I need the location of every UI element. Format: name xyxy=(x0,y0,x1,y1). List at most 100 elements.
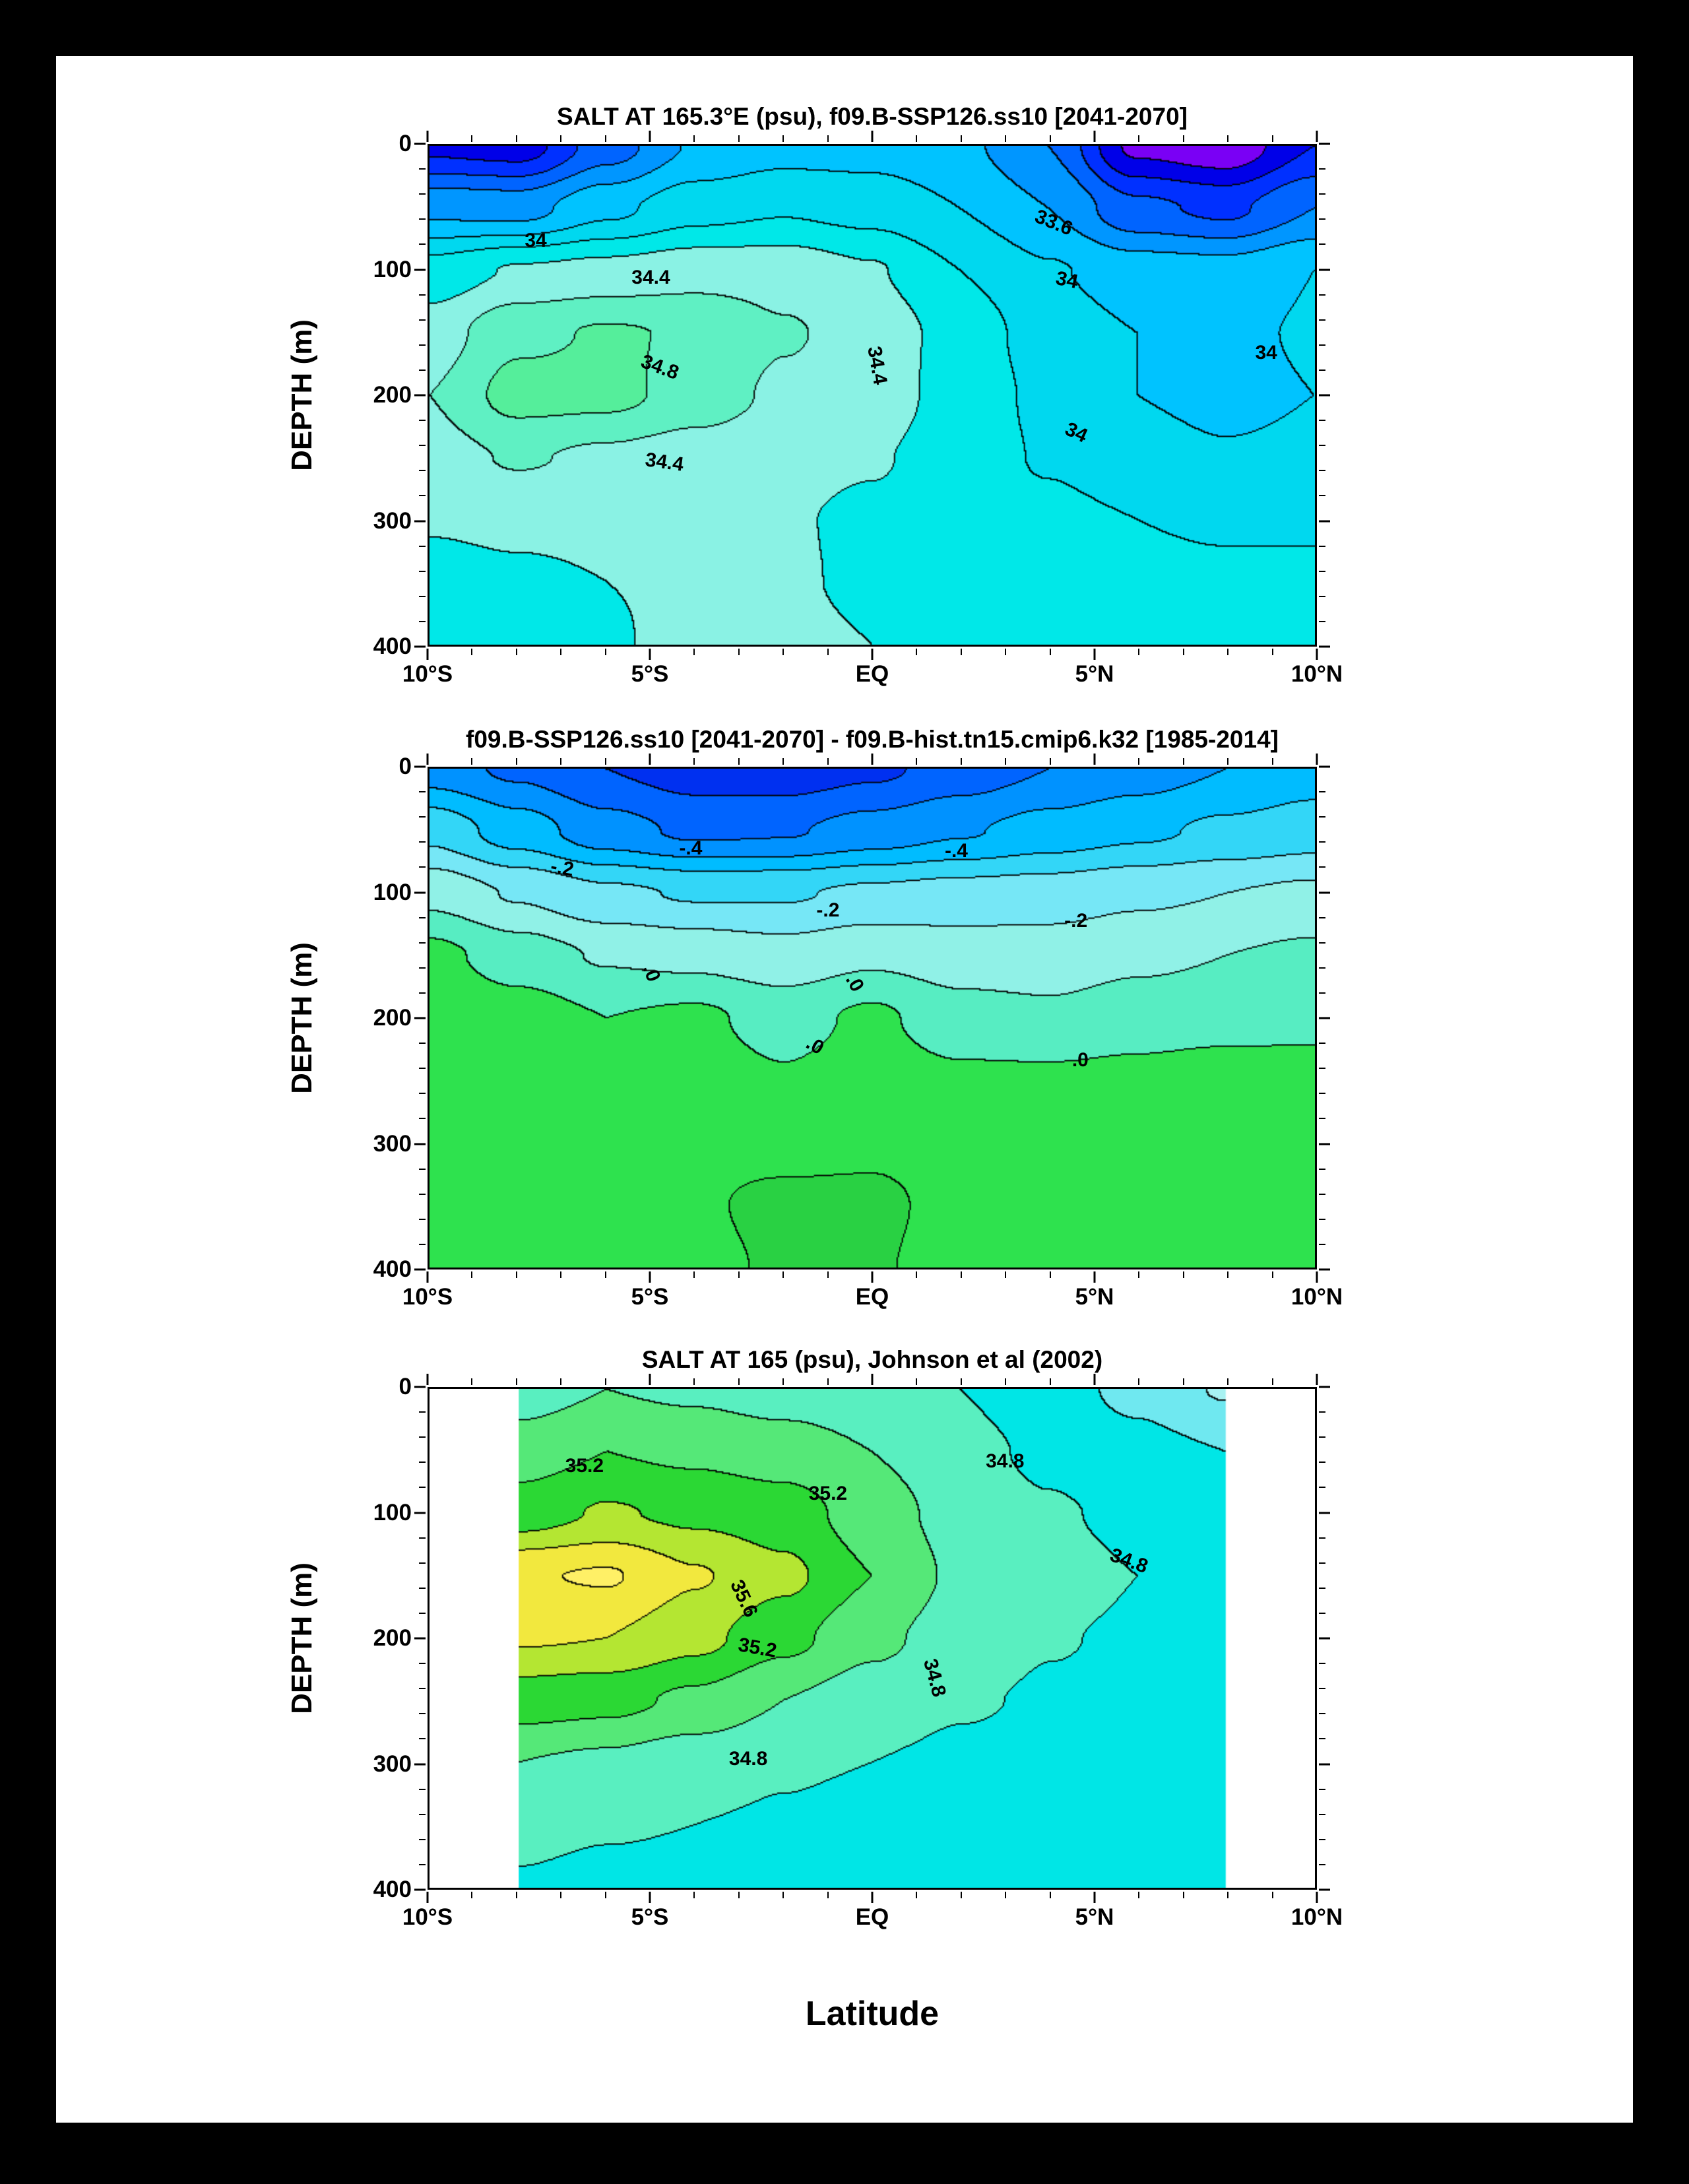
y-minor-tick xyxy=(1319,866,1325,868)
y-tick-label: 100 xyxy=(373,879,412,905)
y-tick-label: 0 xyxy=(398,754,412,779)
y-major-tick xyxy=(1319,645,1330,648)
x-minor-tick xyxy=(1005,758,1007,765)
y-major-tick xyxy=(414,1888,426,1891)
y-minor-tick xyxy=(419,1612,426,1614)
x-major-tick xyxy=(649,1374,651,1385)
x-minor-tick xyxy=(1227,135,1229,142)
y-minor-tick xyxy=(419,420,426,422)
y-minor-tick xyxy=(419,344,426,346)
x-major-tick xyxy=(1093,1374,1096,1385)
y-minor-tick xyxy=(1319,1587,1325,1589)
y-tick-label: 200 xyxy=(373,382,412,408)
y-minor-tick xyxy=(1319,218,1325,220)
y-minor-tick xyxy=(419,1813,426,1815)
y-minor-tick xyxy=(419,1838,426,1840)
x-minor-tick xyxy=(471,1271,473,1278)
x-minor-tick xyxy=(738,649,740,655)
y-minor-tick xyxy=(419,1218,426,1220)
y-major-tick xyxy=(414,1017,426,1019)
x-minor-tick xyxy=(471,1378,473,1385)
x-minor-tick xyxy=(782,758,784,765)
x-major-tick xyxy=(426,1374,429,1385)
x-minor-tick xyxy=(560,649,562,655)
x-minor-tick xyxy=(515,1271,517,1278)
y-minor-tick xyxy=(419,1093,426,1095)
y-minor-tick xyxy=(419,1436,426,1438)
y-minor-tick xyxy=(1319,1043,1325,1044)
y-minor-tick xyxy=(419,1663,426,1665)
x-major-tick xyxy=(649,1892,651,1903)
x-minor-tick xyxy=(693,1892,695,1898)
x-minor-tick xyxy=(693,1378,695,1385)
x-major-tick xyxy=(1316,1892,1318,1903)
x-minor-tick xyxy=(471,649,473,655)
plot-area: 35.2 34.8 35.2 34.8 35.6 35.2 34.8 34.8 xyxy=(428,1387,1317,1890)
y-minor-tick xyxy=(1319,1411,1325,1413)
x-minor-tick xyxy=(1271,1378,1273,1385)
y-minor-tick xyxy=(419,942,426,944)
x-minor-tick xyxy=(515,758,517,765)
y-minor-tick xyxy=(1319,369,1325,371)
x-minor-tick xyxy=(1271,649,1273,655)
y-minor-tick xyxy=(1319,495,1325,497)
x-minor-tick xyxy=(604,1892,606,1898)
y-minor-tick xyxy=(419,495,426,497)
contour-label-layer: -.2 -.4 -.4 -.2 -.2 .0 .0 .0 .0 xyxy=(430,769,1315,1268)
x-major-tick xyxy=(426,1271,429,1283)
y-minor-tick xyxy=(1319,1168,1325,1170)
y-minor-tick xyxy=(419,1688,426,1690)
x-minor-tick xyxy=(1005,135,1007,142)
x-minor-tick xyxy=(1049,135,1051,142)
x-major-tick xyxy=(871,649,874,660)
y-minor-tick xyxy=(1319,1537,1325,1539)
x-minor-tick xyxy=(604,135,606,142)
y-major-tick xyxy=(1319,765,1330,768)
y-minor-tick xyxy=(419,866,426,868)
x-major-tick xyxy=(426,754,429,765)
y-major-tick xyxy=(414,1386,426,1388)
x-minor-tick xyxy=(738,758,740,765)
y-minor-tick xyxy=(419,1411,426,1413)
x-minor-tick xyxy=(738,1892,740,1898)
y-major-tick xyxy=(1319,269,1330,271)
x-major-tick xyxy=(1316,754,1318,765)
x-major-tick xyxy=(426,649,429,660)
x-minor-tick xyxy=(1049,1271,1051,1278)
y-major-tick xyxy=(1319,520,1330,522)
x-major-tick xyxy=(871,1271,874,1283)
x-major-tick xyxy=(1093,754,1096,765)
y-tick-label: 0 xyxy=(398,1374,412,1399)
x-minor-tick xyxy=(471,1892,473,1898)
y-tick-label: 300 xyxy=(373,1130,412,1157)
x-major-tick xyxy=(426,131,429,142)
y-minor-tick xyxy=(419,218,426,220)
y-major-tick xyxy=(414,891,426,893)
y-major-tick xyxy=(1319,891,1330,893)
x-minor-tick xyxy=(738,1378,740,1385)
y-minor-tick xyxy=(419,294,426,296)
y-major-tick xyxy=(1319,1143,1330,1145)
contour-label: 34 xyxy=(525,229,547,251)
y-minor-tick xyxy=(419,1537,426,1539)
y-minor-tick xyxy=(419,369,426,371)
x-minor-tick xyxy=(916,1271,918,1278)
y-minor-tick xyxy=(1319,967,1325,969)
contour-label: -.4 xyxy=(944,839,968,862)
contour-label: 35.6 xyxy=(726,1576,763,1621)
y-minor-tick xyxy=(419,445,426,447)
contour-label: 34.8 xyxy=(637,350,682,385)
y-minor-tick xyxy=(419,1461,426,1463)
x-minor-tick xyxy=(515,1892,517,1898)
x-minor-tick xyxy=(1005,1378,1007,1385)
contour-label: -.2 xyxy=(1064,909,1088,932)
y-minor-tick xyxy=(1319,1788,1325,1790)
panel-salt-johnson-obs: SALT AT 165 (psu), Johnson et al (2002) … xyxy=(286,1346,1343,1930)
x-minor-tick xyxy=(1182,649,1184,655)
contour-label-layer: 34 34.4 34.8 34.4 34.4 33.6 34 34 34 xyxy=(430,146,1315,645)
x-major-tick xyxy=(649,649,651,660)
y-major-tick xyxy=(414,1763,426,1765)
y-minor-tick xyxy=(419,470,426,472)
x-major-tick xyxy=(1093,649,1096,660)
y-minor-tick xyxy=(1319,916,1325,918)
